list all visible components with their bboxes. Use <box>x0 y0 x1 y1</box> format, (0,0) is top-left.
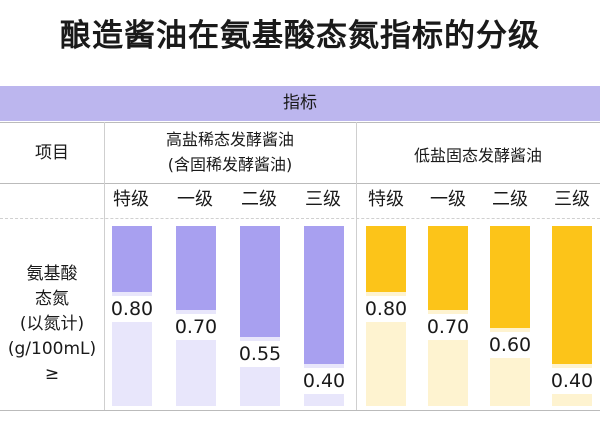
bar-value-label-s0-0: 0.80 <box>106 296 158 322</box>
group1-header: 高盐稀态发酵酱油 (含固稀发酵酱油) <box>104 127 356 177</box>
row-label-line3: (以氮计) <box>19 314 85 334</box>
bar-s0-0 <box>112 226 152 292</box>
bar-s0-3 <box>304 226 344 364</box>
group2-header: 低盐固态发酵酱油 <box>413 146 542 165</box>
item-header: 项目 <box>35 143 69 163</box>
bar-track-s1-2: 0.60 <box>484 226 536 406</box>
bar-track-s0-1: 0.70 <box>170 226 222 406</box>
chart-title: 酿造酱油在氨基酸态氮指标的分级 <box>60 18 540 54</box>
grade-label-g2-1: 一级 <box>430 189 466 210</box>
grade-label-g1-0: 特级 <box>113 189 149 210</box>
row-label: 氨基酸 态氮 (以氮计) (g/100mL) ≥ <box>0 262 104 387</box>
bar-track-s0-3: 0.40 <box>298 226 350 406</box>
row-label-line4: (g/100mL) <box>7 339 97 359</box>
grade-label-g2-3: 三级 <box>554 189 590 210</box>
bar-s0-2 <box>240 226 280 337</box>
bar-s0-1 <box>176 226 216 310</box>
bar-track-s1-1: 0.70 <box>422 226 474 406</box>
row-label-line1: 氨基酸 <box>26 264 78 284</box>
header-divider <box>0 122 600 123</box>
bar-value-label-s1-0: 0.80 <box>360 296 412 322</box>
grade-label-g1-2: 二级 <box>241 189 277 210</box>
bar-value-label-s1-3: 0.40 <box>546 368 598 394</box>
group1-header-line2: (含固稀发酵酱油) <box>167 155 293 174</box>
row-label-line2: 态氮 <box>35 289 69 309</box>
bar-track-s1-3: 0.40 <box>546 226 598 406</box>
bar-value-label-s0-3: 0.40 <box>298 368 350 394</box>
bottom-divider <box>0 410 600 411</box>
bar-s1-1 <box>428 226 468 310</box>
bar-value-label-s1-2: 0.60 <box>484 332 536 358</box>
row-label-line5: ≥ <box>44 364 60 384</box>
column-divider-1 <box>104 122 105 410</box>
group1-header-line1: 高盐稀态发酵酱油 <box>165 130 294 149</box>
bar-value-label-s1-1: 0.70 <box>422 314 474 340</box>
indicator-header: 指标 <box>0 86 600 121</box>
bar-value-label-s0-2: 0.55 <box>234 341 286 367</box>
bar-s1-2 <box>490 226 530 328</box>
bar-value-label-s0-1: 0.70 <box>170 314 222 340</box>
subheader-divider <box>0 183 600 184</box>
grade-label-g2-2: 二级 <box>492 189 528 210</box>
dashed-divider <box>0 218 600 219</box>
bar-track-s0-2: 0.55 <box>234 226 286 406</box>
column-divider-2 <box>356 122 357 410</box>
bar-s1-0 <box>366 226 406 292</box>
bar-s1-3 <box>552 226 592 364</box>
grade-label-g2-0: 特级 <box>368 189 404 210</box>
grade-label-g1-1: 一级 <box>177 189 213 210</box>
bar-track-s1-0: 0.80 <box>360 226 412 406</box>
grade-label-g1-3: 三级 <box>305 189 341 210</box>
bar-track-s0-0: 0.80 <box>106 226 158 406</box>
